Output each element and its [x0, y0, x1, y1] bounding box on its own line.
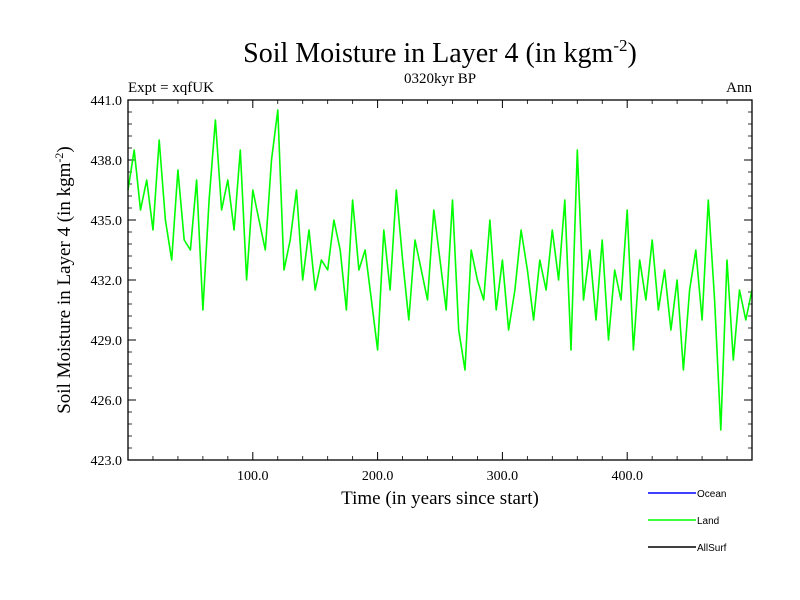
experiment-label: Expt = xqfUK [128, 80, 214, 96]
y-axis: 423.0 426.0 429.0 432.0 435.0 438.0 441.0 [91, 94, 752, 469]
y-tick-label: 441.0 [91, 94, 123, 109]
y-tick-label: 438.0 [91, 154, 123, 169]
series-line-land [127, 109, 753, 431]
x-axis: 100.0 200.0 300.0 400.0 [152, 100, 728, 484]
chart-subtitle: 0320kyr BP [404, 71, 476, 87]
y-tick-label: 429.0 [91, 334, 123, 349]
y-axis-title: Soil Moisture in Layer 4 (in kgm-2) [52, 146, 75, 414]
y-tick-label: 432.0 [91, 274, 123, 289]
x-tick-label: 400.0 [611, 469, 643, 484]
x-tick-label: 200.0 [362, 469, 394, 484]
y-tick-label: 426.0 [91, 394, 123, 409]
y-tick-label: 423.0 [91, 454, 123, 469]
y-tick-label: 435.0 [91, 214, 123, 229]
legend: Ocean Land AllSurf [648, 489, 727, 554]
legend-label-allsurf: AllSurf [697, 543, 727, 554]
chart-title: Soil Moisture in Layer 4 (in kgm-2) [243, 36, 637, 69]
x-tick-label: 100.0 [237, 469, 269, 484]
legend-label-ocean: Ocean [697, 489, 726, 500]
season-label: Ann [726, 80, 752, 96]
x-tick-label: 300.0 [487, 469, 519, 484]
plot-frame [127, 99, 753, 461]
x-axis-title: Time (in years since start) [341, 488, 539, 509]
legend-label-land: Land [697, 516, 719, 527]
